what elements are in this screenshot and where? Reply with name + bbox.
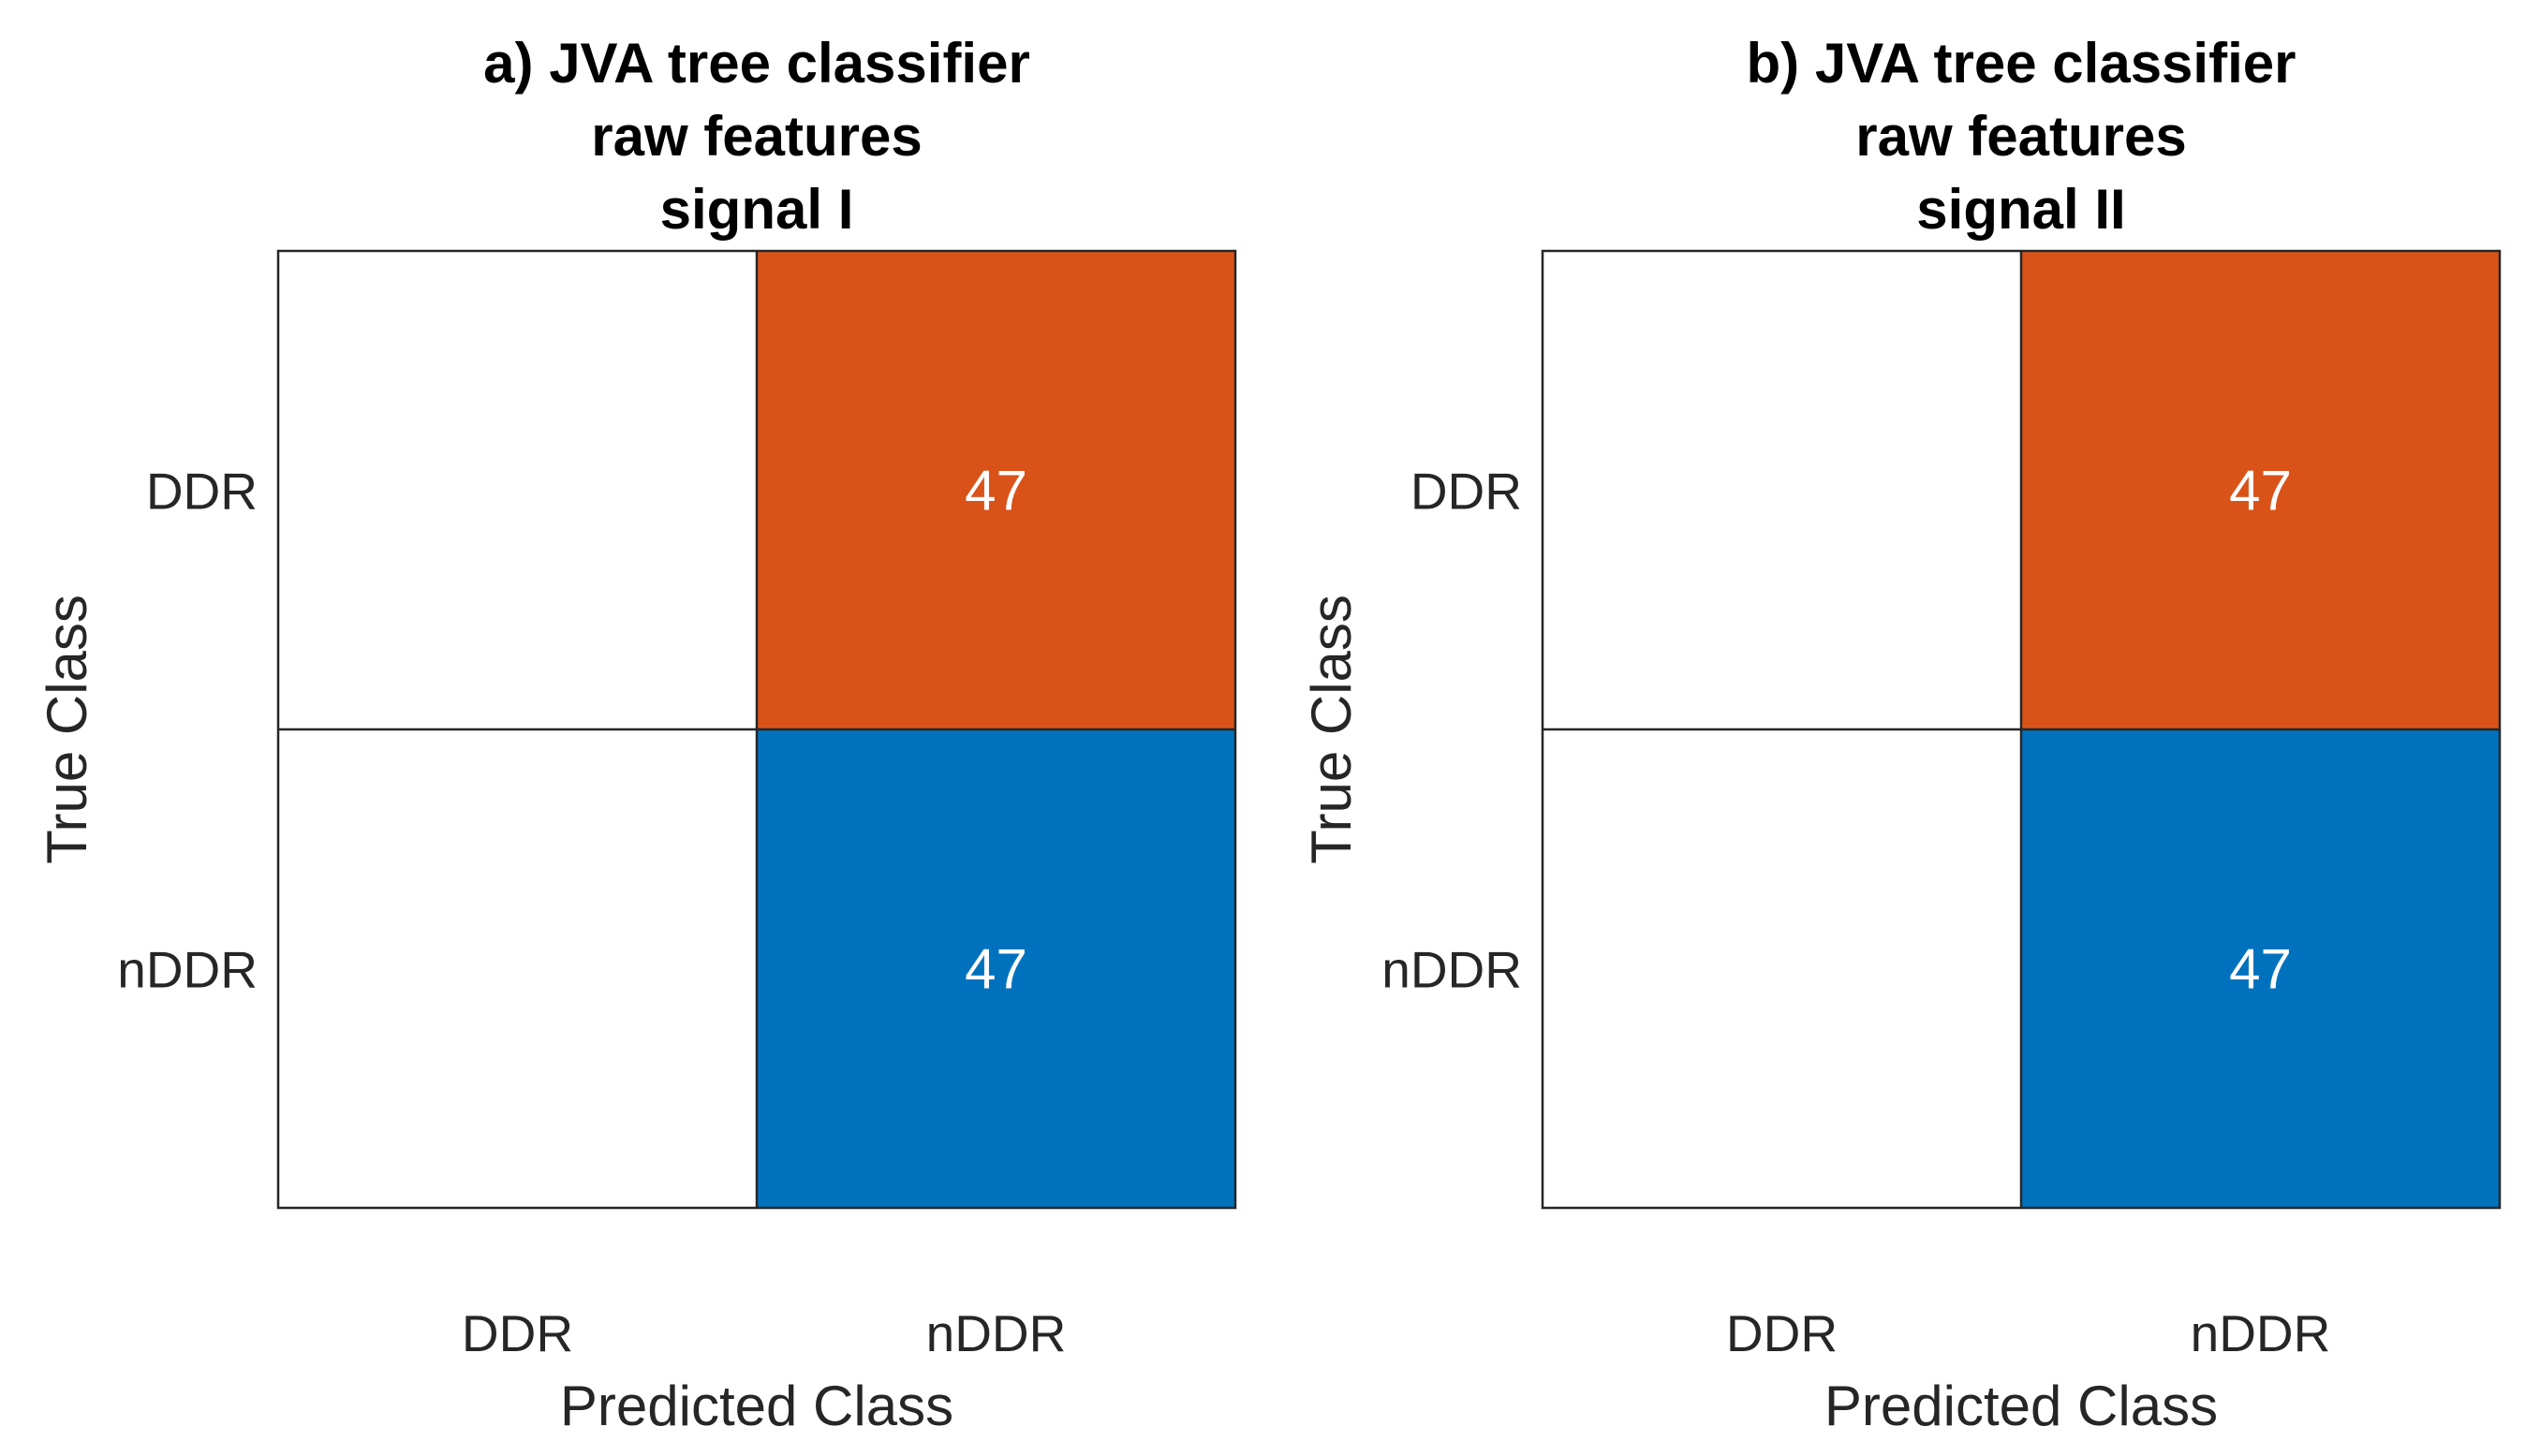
x-axis-label: Predicted Class — [1824, 1375, 2218, 1437]
matrix-cell-ddr-ddr — [1543, 251, 2021, 729]
y-axis-label: True Class — [36, 595, 98, 864]
chart-title-line-3: signal I — [660, 178, 854, 241]
matrix-cell-nddr-ddr — [278, 729, 757, 1208]
x-axis-label: Predicted Class — [560, 1375, 953, 1437]
cell-value-label: 47 — [2229, 938, 2292, 1001]
cell-value-label: 47 — [965, 460, 1027, 522]
cell-value-label: 47 — [2229, 460, 2292, 522]
cell-value-label: 47 — [965, 938, 1027, 1001]
plot-frame — [276, 249, 1237, 1210]
x-tick-label: DDR — [462, 1304, 573, 1362]
chart-title-line-2: raw features — [591, 105, 923, 168]
confusion-matrix-panel-a: a) JVA tree classifier raw features signal… — [36, 32, 1237, 1437]
y-tick-label: nDDR — [117, 941, 258, 999]
matrix-cell-ddr-nddr — [2021, 251, 2500, 729]
chart-title-line-1: b) JVA tree classifier — [1747, 32, 2296, 95]
y-tick-label: DDR — [146, 463, 258, 521]
y-axis-label: True Class — [1300, 595, 1363, 864]
x-tick-label: DDR — [1726, 1304, 1838, 1362]
matrix-cell-nddr-ddr — [1543, 729, 2021, 1208]
chart-title-line-3: signal II — [1916, 178, 2125, 241]
chart-title-line-2: raw features — [1855, 105, 2187, 168]
chart-title-line-1: a) JVA tree classifier — [483, 32, 1030, 95]
plot-frame — [1541, 249, 2502, 1210]
x-tick-label: nDDR — [2191, 1304, 2331, 1362]
x-tick-label: nDDR — [926, 1304, 1067, 1362]
matrix-cell-nddr-nddr — [2021, 729, 2500, 1208]
confusion-matrix-panel-b: b) JVA tree classifier raw features signal… — [1300, 32, 2502, 1437]
matrix-cell-nddr-nddr — [757, 729, 1235, 1208]
y-tick-label: nDDR — [1381, 941, 1522, 999]
matrix-cell-ddr-nddr — [757, 251, 1235, 729]
y-tick-label: DDR — [1410, 463, 1522, 521]
matrix-cell-ddr-ddr — [278, 251, 757, 729]
